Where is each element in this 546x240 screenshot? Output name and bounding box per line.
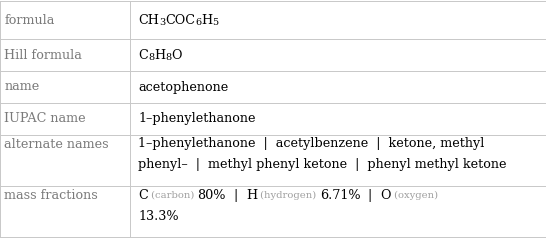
Text: 8: 8 <box>148 53 154 62</box>
Text: mass fractions: mass fractions <box>4 189 98 202</box>
Text: C: C <box>138 48 148 62</box>
Text: (hydrogen): (hydrogen) <box>257 191 319 200</box>
Text: IUPAC name: IUPAC name <box>4 112 86 126</box>
Text: 1–phenylethanone  |  acetylbenzene  |  ketone, methyl: 1–phenylethanone | acetylbenzene | keton… <box>138 138 484 150</box>
Text: O: O <box>381 189 391 202</box>
Text: 8: 8 <box>165 53 171 62</box>
Text: formula: formula <box>4 14 55 27</box>
Text: (carbon): (carbon) <box>148 191 198 200</box>
Text: H: H <box>154 48 165 62</box>
Text: 80%: 80% <box>198 189 226 202</box>
Text: |: | <box>360 189 381 202</box>
Text: |: | <box>226 189 246 202</box>
Text: alternate names: alternate names <box>4 138 109 150</box>
Text: 6: 6 <box>195 18 201 27</box>
Text: phenyl–  |  methyl phenyl ketone  |  phenyl methyl ketone: phenyl– | methyl phenyl ketone | phenyl … <box>138 158 507 171</box>
Text: H: H <box>201 14 212 27</box>
Text: C: C <box>138 189 148 202</box>
Text: 6.71%: 6.71% <box>319 189 360 202</box>
Text: acetophenone: acetophenone <box>138 80 228 94</box>
Text: name: name <box>4 80 40 94</box>
Text: 1–phenylethanone: 1–phenylethanone <box>138 112 256 126</box>
Text: 5: 5 <box>212 18 218 27</box>
Text: H: H <box>246 189 257 202</box>
Text: Hill formula: Hill formula <box>4 48 82 62</box>
Text: (oxygen): (oxygen) <box>391 191 438 200</box>
Text: O: O <box>171 48 182 62</box>
Text: 13.3%: 13.3% <box>138 210 179 223</box>
Text: 3: 3 <box>159 18 165 27</box>
Text: COC: COC <box>165 14 195 27</box>
Text: CH: CH <box>138 14 159 27</box>
